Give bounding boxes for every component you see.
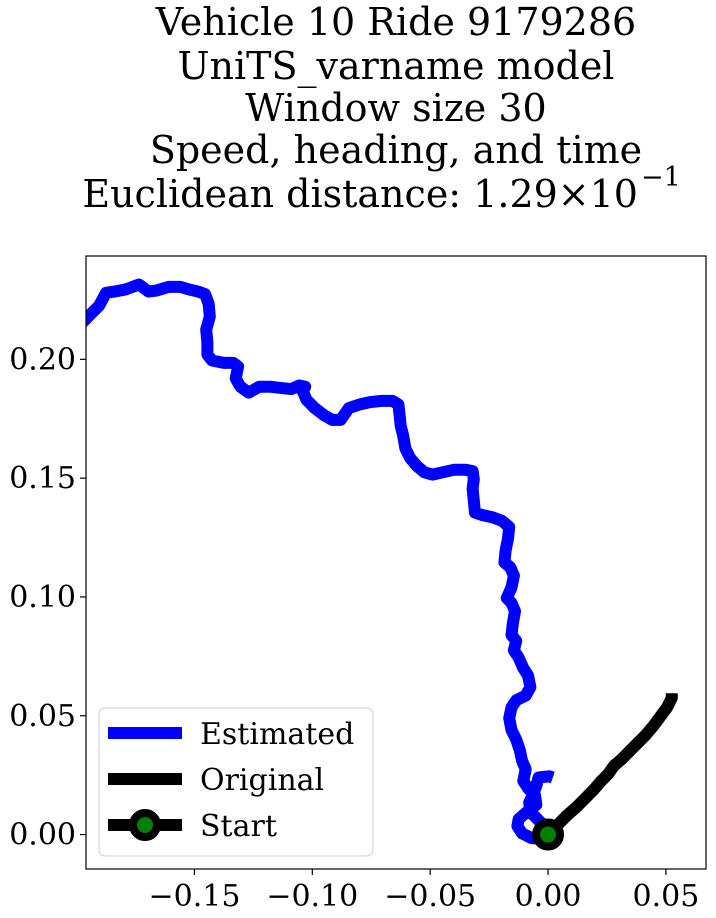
series-line-original [543,691,678,839]
y-tick-label: 0.05 [9,699,76,734]
x-axis: −0.15 −0.10 −0.05 0.00 0.05 [148,869,699,914]
plot-area [85,255,707,870]
y-tick-label: 0.15 [9,461,76,496]
series-layer [86,278,678,846]
chart-title: Vehicle 10 Ride 9179286 UniTS_varname mo… [82,0,680,216]
title-line-5: Euclidean distance: 1.29×10 [82,172,638,216]
title-exponent: −1 [641,162,681,193]
x-tick-label: −0.05 [384,879,476,914]
legend-swatch-start-marker [129,809,161,841]
legend: Estimated Original Start [98,707,374,857]
x-tick-label: −0.15 [148,879,240,914]
x-tick-label: −0.10 [266,879,358,914]
title-line-3: Window size 30 [245,86,546,130]
legend-label-start: Start [200,809,277,844]
legend-label-original: Original [200,763,324,798]
x-tick-label: 0.05 [633,879,700,914]
start-marker [532,818,565,851]
x-tick-label: 0.00 [515,879,582,914]
title-line-1: Vehicle 10 Ride 9179286 [155,0,636,44]
axes-frame [85,255,707,870]
title-line-4: Speed, heading, and time [150,128,642,172]
series-line-estimated [86,278,556,846]
start-layer [532,818,565,851]
y-axis: 0.00 0.05 0.10 0.15 0.20 [9,342,86,853]
y-tick-label: 0.00 [9,818,76,853]
legend-label-estimated: Estimated [200,717,354,752]
y-tick-label: 0.10 [9,580,76,615]
y-tick-label: 0.20 [9,342,76,377]
title-line-2: UniTS_varname model [178,44,615,89]
